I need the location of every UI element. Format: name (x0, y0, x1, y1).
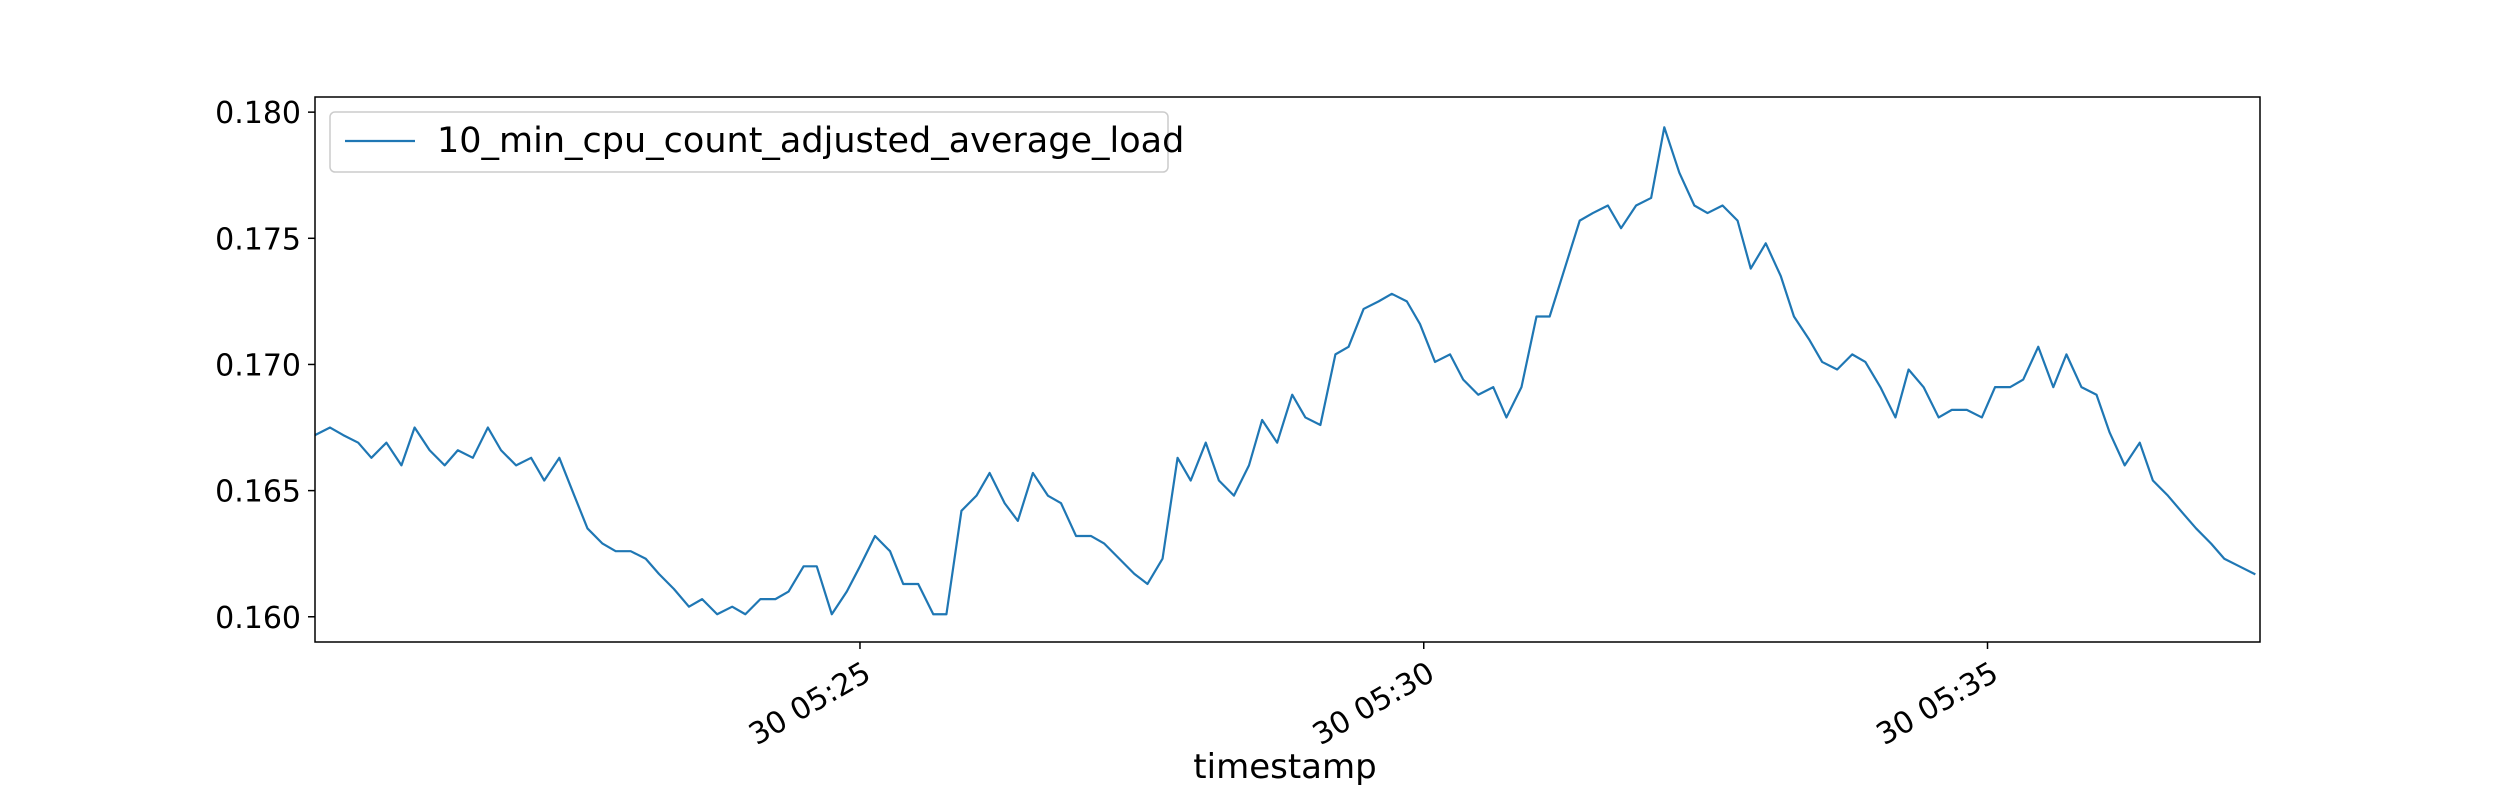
y-tick-label: 0.175 (215, 222, 301, 257)
x-tick-label: 30 05:30 (1307, 655, 1441, 752)
series-line-0 (315, 126, 2256, 616)
legend: 10_min_cpu_count_adjusted_average_load (329, 111, 1184, 173)
y-tick-label: 0.160 (215, 601, 301, 636)
x-tick-label: 30 05:35 (1871, 655, 2005, 752)
y-tick-label: 0.170 (215, 348, 301, 383)
x-tick-label: 30 05:25 (743, 655, 877, 752)
y-tick-label: 0.180 (215, 96, 301, 131)
plot-area-frame (314, 96, 2261, 643)
series-layer (315, 126, 2256, 616)
x-axis: 30 05:25 30 05:30 30 05:35 (743, 642, 2004, 753)
legend-label: 10_min_cpu_count_adjusted_average_load (437, 121, 1184, 161)
y-tick-label: 0.165 (215, 475, 301, 510)
x-axis-title: timestamp (1193, 747, 1376, 787)
legend-box (329, 111, 1169, 173)
y-axis: 0.160 0.165 0.170 0.175 0.180 (215, 96, 315, 636)
